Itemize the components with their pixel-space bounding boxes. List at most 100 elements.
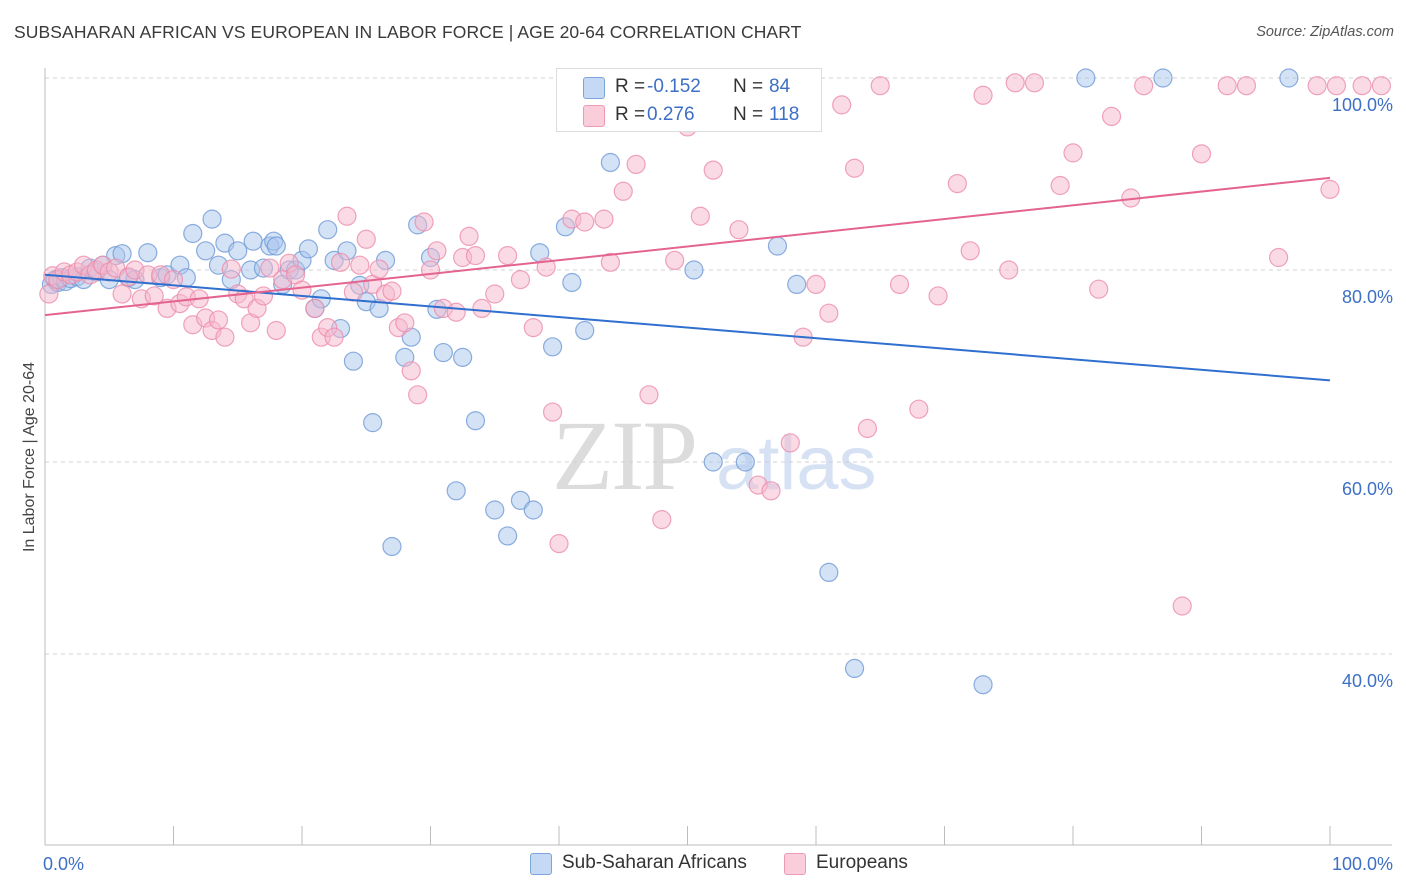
data-point [523, 500, 543, 520]
data-point [684, 260, 704, 280]
data-point [196, 241, 216, 261]
data-point [414, 212, 434, 232]
source-label: Source: ZipAtlas.com [1256, 24, 1394, 40]
data-point [382, 281, 402, 301]
data-point [1268, 247, 1289, 268]
data-point [453, 347, 473, 367]
y-tick-label: 100.0% [1332, 95, 1393, 115]
data-point [787, 274, 807, 294]
y-tick-label: 40.0% [1342, 671, 1393, 691]
data-point [260, 258, 280, 278]
data-point [665, 250, 685, 270]
data-point [465, 246, 486, 266]
data-point [243, 231, 263, 251]
legend-n-label: N = [733, 76, 764, 97]
legend-r-value: -0.152 [647, 76, 701, 97]
data-point [266, 320, 286, 341]
series-sub-saharan-africans [41, 68, 1299, 695]
data-point [356, 229, 376, 249]
data-point [408, 385, 428, 405]
data-point [510, 490, 531, 510]
data-point [928, 286, 948, 306]
data-point [472, 298, 492, 318]
y-tick-label: 60.0% [1342, 479, 1393, 499]
data-point [600, 252, 621, 272]
data-point [215, 327, 235, 347]
data-point [523, 318, 543, 338]
data-point [433, 342, 453, 363]
data-point [857, 418, 878, 438]
data-point [806, 274, 826, 294]
data-point [575, 212, 595, 232]
data-point [510, 270, 531, 290]
legend-n-label: N = [733, 104, 764, 125]
data-point [909, 399, 929, 419]
data-point [298, 239, 319, 259]
chart-title: SUBSAHARAN AFRICAN VS EUROPEAN IN LABOR … [14, 22, 802, 42]
data-point [39, 284, 59, 304]
data-point [999, 260, 1019, 280]
data-point [485, 500, 505, 520]
data-point [690, 206, 710, 226]
data-point [1153, 68, 1173, 88]
data-point [498, 246, 518, 266]
data-point [1172, 596, 1192, 616]
trend-line [44, 176, 1331, 317]
data-point [844, 658, 865, 679]
data-point [1050, 175, 1070, 196]
data-point [208, 310, 229, 330]
y-axis-title: In Labor Force | Age 20-64 [21, 362, 38, 552]
data-point [401, 361, 421, 381]
x-tick-label: 100.0% [1332, 854, 1393, 874]
data-point [767, 236, 788, 256]
bottom-legend-swatch-blue [530, 853, 552, 875]
legend-r-label: R = [615, 76, 646, 97]
watermark-zip: ZIP [552, 400, 698, 511]
data-point [973, 85, 993, 105]
data-point [652, 509, 672, 530]
legend-row-sub-saharan: R = -0.152 N = 84 [557, 74, 821, 100]
data-point [870, 76, 890, 96]
data-point [542, 337, 563, 357]
data-point [819, 562, 839, 583]
data-point [363, 413, 383, 433]
data-point [395, 313, 415, 333]
data-point [305, 298, 325, 318]
data-point [600, 152, 621, 173]
data-point [844, 158, 865, 178]
x-tick-label: 0.0% [43, 854, 84, 874]
data-point [337, 206, 357, 226]
bottom-legend-swatch-pink [784, 853, 806, 875]
bottom-legend-label: Sub-Saharan Africans [562, 852, 747, 873]
data-point [889, 274, 910, 294]
data-point [318, 220, 338, 240]
data-point [1063, 143, 1083, 163]
data-point [703, 452, 723, 472]
data-point [1320, 179, 1340, 199]
data-point [144, 286, 164, 306]
data-point [485, 284, 505, 304]
legend-n-value: 118 [769, 104, 800, 125]
data-point [221, 259, 241, 279]
data-point [780, 433, 800, 453]
legend-n-value: 84 [769, 76, 791, 97]
legend-r-value: 0.276 [647, 104, 695, 125]
data-point [343, 282, 363, 302]
data-point [350, 255, 370, 275]
data-point [639, 385, 659, 405]
data-point [819, 303, 839, 323]
legend-swatch-pink [583, 105, 605, 127]
legend-row-europeans: R = 0.276 N = 118 [557, 102, 821, 128]
data-point [1236, 76, 1257, 96]
data-point [575, 320, 595, 341]
legend-r-label: R = [615, 104, 646, 125]
legend-swatch-blue [583, 77, 605, 99]
data-point [549, 533, 569, 554]
data-point [562, 272, 582, 293]
data-point [228, 241, 248, 261]
correlation-legend: R = -0.152 N = 84 R = 0.276 N = 118 [556, 68, 822, 132]
series-europeans [39, 73, 1392, 616]
data-point [343, 351, 363, 371]
data-point [1101, 106, 1122, 127]
